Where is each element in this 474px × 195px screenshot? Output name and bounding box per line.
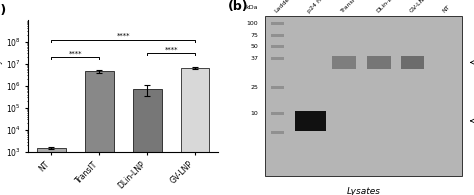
Text: 10: 10 bbox=[251, 111, 258, 116]
Bar bbox=[85, 71, 114, 195]
Text: Lysates: Lysates bbox=[347, 187, 381, 195]
Text: 75: 75 bbox=[250, 33, 258, 38]
Bar bbox=[271, 34, 284, 37]
Bar bbox=[265, 16, 462, 176]
Text: DLin-LNP: DLin-LNP bbox=[376, 0, 399, 14]
Text: Ladder: Ladder bbox=[274, 0, 293, 14]
Text: p24 HIV-1: p24 HIV-1 bbox=[307, 0, 332, 14]
Bar bbox=[181, 68, 210, 195]
Text: (b): (b) bbox=[228, 0, 248, 13]
Text: 100: 100 bbox=[246, 21, 258, 26]
Bar bbox=[271, 22, 284, 25]
Bar bbox=[367, 56, 391, 69]
Y-axis label: FLuc intensity: FLuc intensity bbox=[0, 59, 3, 113]
Text: TransIT: TransIT bbox=[340, 0, 360, 14]
Text: ****: **** bbox=[69, 50, 82, 56]
Text: kDa: kDa bbox=[246, 5, 258, 10]
Bar bbox=[295, 111, 326, 131]
Text: (a): (a) bbox=[0, 4, 7, 17]
Bar bbox=[271, 45, 284, 48]
Bar bbox=[271, 57, 284, 60]
Text: NT: NT bbox=[442, 4, 452, 14]
Bar bbox=[271, 86, 284, 89]
Text: ****: **** bbox=[117, 33, 130, 39]
Text: 50: 50 bbox=[251, 44, 258, 49]
Text: 25: 25 bbox=[250, 85, 258, 90]
Bar bbox=[271, 112, 284, 115]
Text: ****: **** bbox=[164, 46, 178, 52]
Bar bbox=[332, 56, 356, 69]
Text: GV-LNP: GV-LNP bbox=[409, 0, 428, 14]
Bar bbox=[37, 148, 66, 195]
Bar bbox=[401, 56, 424, 69]
Bar bbox=[271, 131, 284, 134]
Text: 37: 37 bbox=[250, 56, 258, 61]
Bar bbox=[133, 89, 162, 195]
